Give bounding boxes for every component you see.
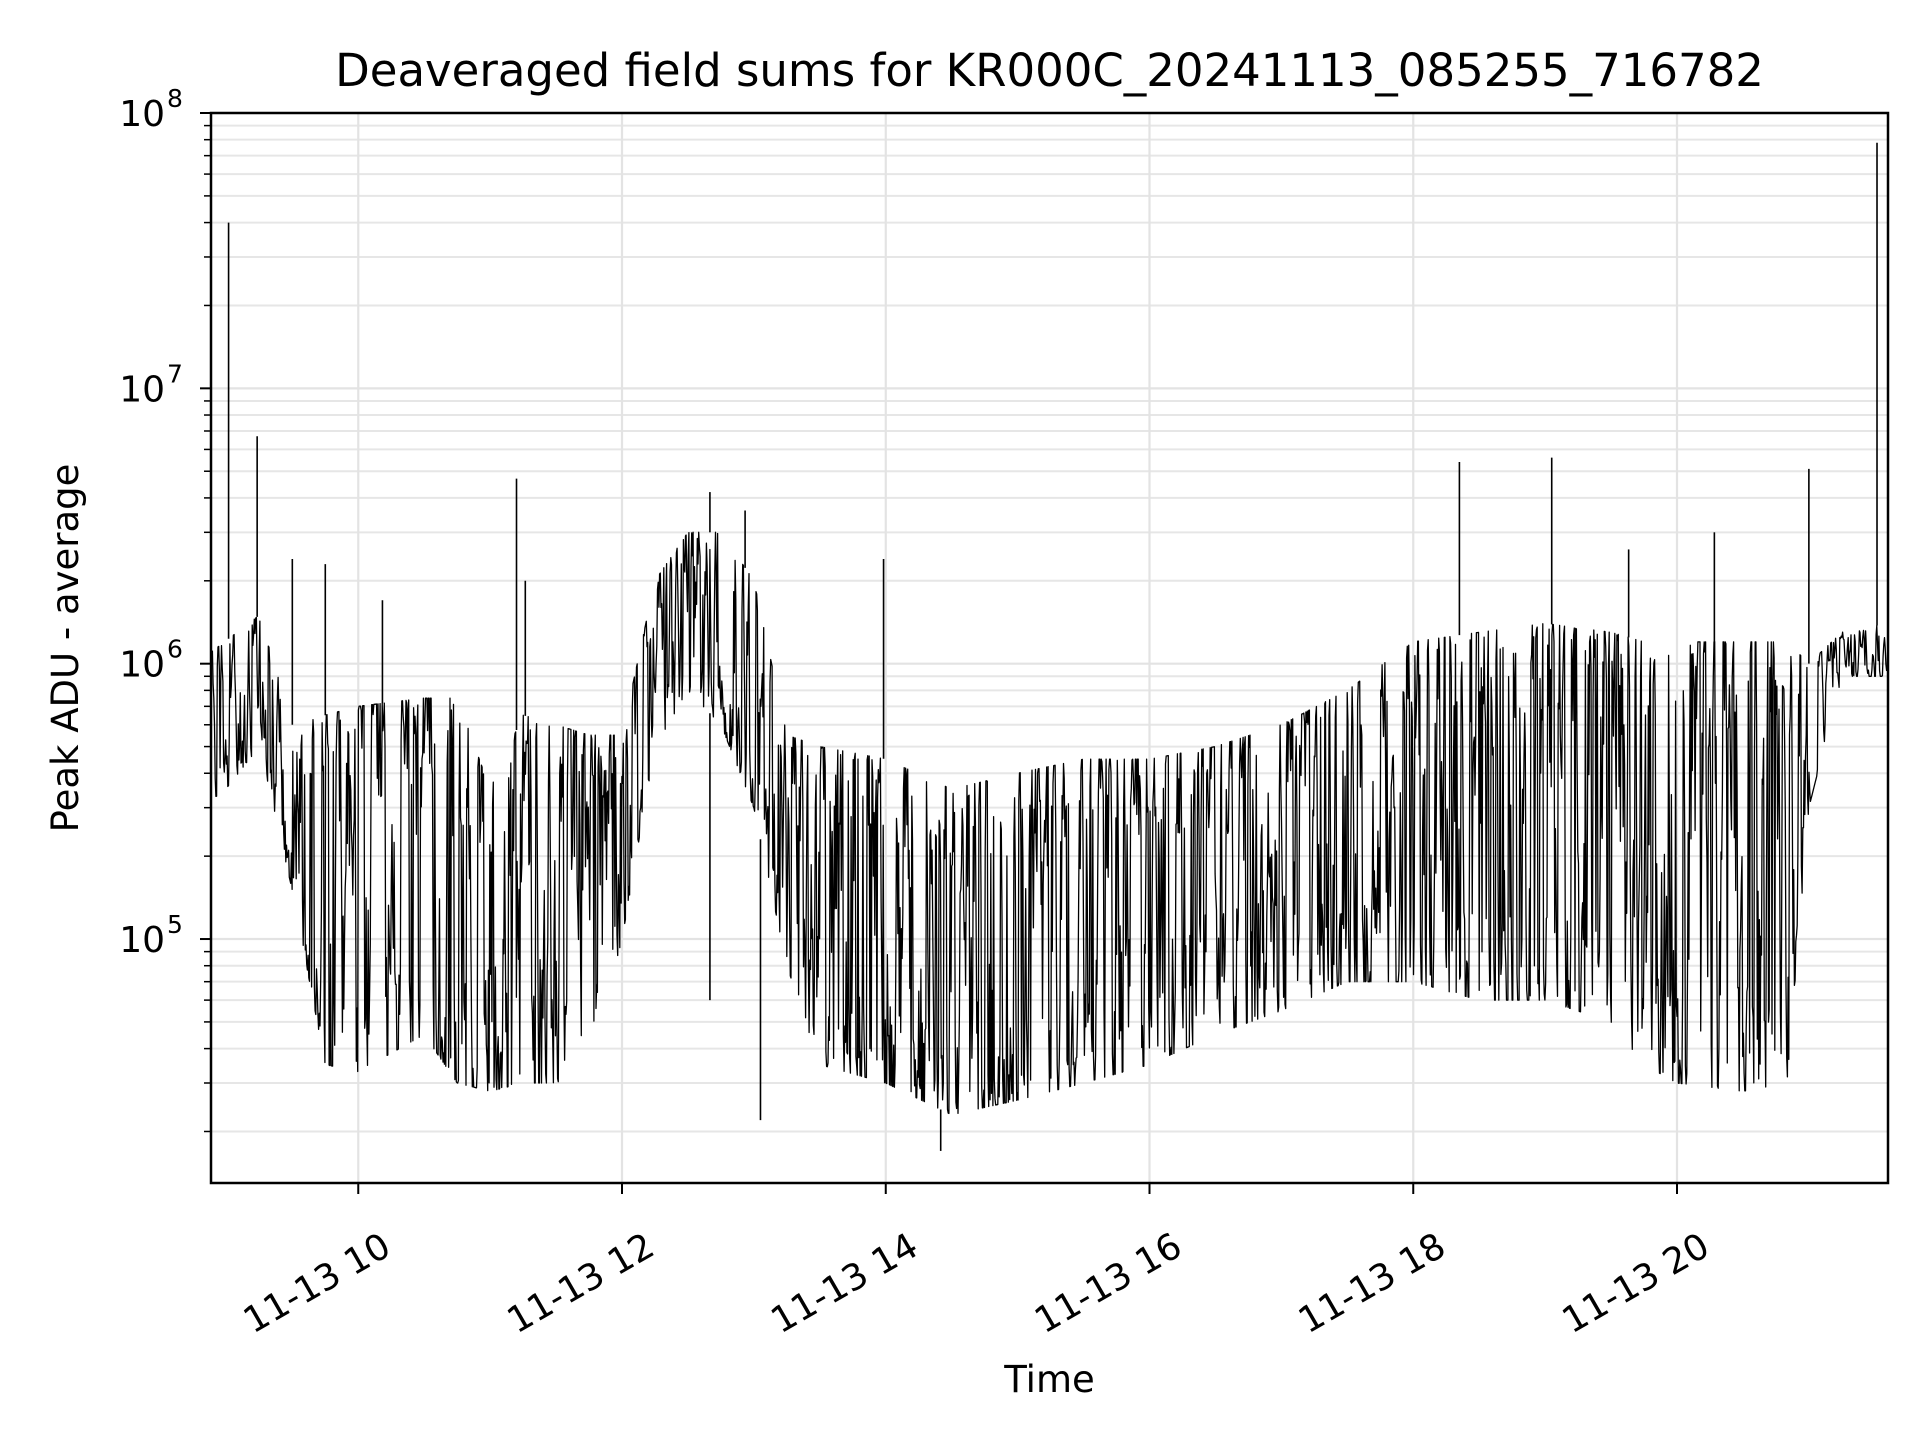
y-tick-label: 10	[119, 94, 165, 135]
y-tick-exponent: 6	[167, 635, 183, 664]
chart-title: Deaveraged field sums for KR000C_2024111…	[335, 44, 1764, 97]
y-tick-exponent: 7	[167, 359, 183, 388]
y-tick-label: 10	[119, 369, 165, 410]
x-axis-label: Time	[1003, 1358, 1095, 1401]
series-line	[210, 531, 1889, 1115]
y-tick-label: 10	[119, 920, 165, 961]
data-series	[210, 142, 1889, 1151]
plot-frame	[209, 111, 1890, 1185]
y-tick-label: 10	[119, 645, 165, 686]
y-axis-label: Peak ADU - average	[44, 464, 87, 833]
y-tick-exponent: 5	[167, 910, 183, 939]
y-tick-exponent: 8	[167, 84, 183, 113]
